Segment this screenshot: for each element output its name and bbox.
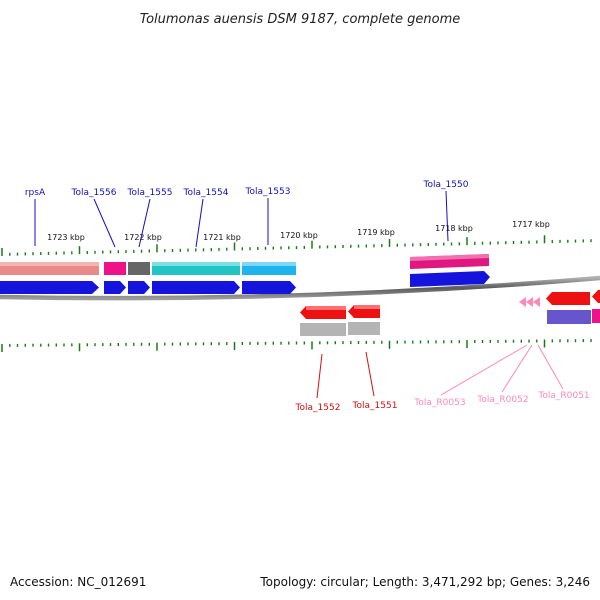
cds-arrow-tola-1553[interactable] [242,281,296,294]
gene-label-tola-1550[interactable]: Tola_1550 [423,180,469,190]
leader-tola-1555 [138,198,151,248]
leader-tola-1554 [195,198,204,248]
cds-arrow-rpsA[interactable] [0,281,99,294]
gene-label-tola-r0051[interactable]: Tola_R0051 [537,391,589,401]
kbp-label-1717: 1717 kbp [512,220,550,229]
gene-bar-pink-right[interactable] [592,309,600,323]
gene-labels-upper: rpsA Tola_1556 Tola_1555 Tola_1554 Tola_… [25,180,469,198]
gene-bar-tola-1555[interactable] [128,262,150,275]
gene-bar-purple-right[interactable] [547,310,591,324]
genome-backbone [0,275,600,301]
cds-arrow-red-right-2[interactable] [592,290,600,303]
gene-bar-tola-1556[interactable] [104,262,126,275]
leader-tola-r0051 [537,344,564,390]
gene-group-tola-1550 [410,254,490,287]
kbp-label-1723: 1723 kbp [47,233,85,242]
cds-arrow-tola-1550[interactable] [410,271,490,287]
cds-arrow-tola-1554[interactable] [152,281,240,294]
gene-bar-tola-1550-highlight [410,254,489,261]
topology-info-text: Topology: circular; Length: 3,471,292 bp… [259,575,590,589]
gene-label-tola-1551[interactable]: Tola_1551 [352,401,398,411]
kbp-labels: 1723 kbp 1722 kbp 1721 kbp 1720 kbp 1719… [47,220,550,242]
gene-group-lower-middle [300,305,380,336]
cds-arrow-red-right-1[interactable] [546,292,590,305]
kbp-label-1720: 1720 kbp [280,231,318,240]
gene-bar-tola-1554-highlight [152,262,240,266]
gene-bar-tola-1552[interactable] [300,323,346,336]
gene-group-lower-right [519,290,600,324]
tick-row-top [1,235,592,256]
gene-bar-tola-1553-highlight [242,262,296,266]
cds-arrow-tola-1556[interactable] [104,281,126,294]
leader-tola-1556 [93,198,116,248]
gene-label-tola-r0053[interactable]: Tola_R0053 [413,398,465,408]
gene-label-tola-r0052[interactable]: Tola_R0052 [476,395,528,405]
gene-label-tola-1552[interactable]: Tola_1552 [295,403,341,413]
gene-labels-lower: Tola_1552 Tola_1551 Tola_R0053 Tola_R005… [295,391,590,413]
cds-arrow-tola-1555[interactable] [128,281,150,294]
leader-tola-r0053 [440,344,528,396]
leader-tola-1552 [316,353,323,399]
gene-label-rpsA[interactable]: rpsA [25,188,46,198]
map-title: Tolumonas auensis DSM 9187, complete gen… [140,12,461,27]
gene-label-tola-1556[interactable]: Tola_1556 [71,188,117,198]
accession-text: Accession: NC_012691 [10,575,146,589]
gene-bar-rpsA-highlight [0,262,99,266]
kbp-label-1721: 1721 kbp [203,233,241,242]
kbp-label-1719: 1719 kbp [357,228,395,237]
gene-bar-tola-1551[interactable] [348,322,380,335]
cds-row-upper [0,281,296,294]
trna-tola-r0051[interactable] [533,297,540,307]
tick-row-bottom [1,339,592,352]
trna-tola-r0053[interactable] [519,297,526,307]
leader-tola-1550 [445,190,449,242]
gene-row-upper [0,262,296,275]
cds-arrow-tola-1551-highlight [354,305,380,309]
cds-arrow-tola-1552-highlight [306,306,346,310]
leader-tola-r0052 [501,344,533,393]
gene-label-tola-1553[interactable]: Tola_1553 [245,187,291,197]
gene-label-tola-1554[interactable]: Tola_1554 [183,188,229,198]
leader-tola-1551 [365,351,375,397]
trna-tola-r0052[interactable] [526,297,533,307]
gene-label-tola-1555[interactable]: Tola_1555 [127,188,173,198]
kbp-label-1722: 1722 kbp [124,233,162,242]
label-leaders [34,190,564,399]
kbp-label-1718: 1718 kbp [435,224,473,233]
